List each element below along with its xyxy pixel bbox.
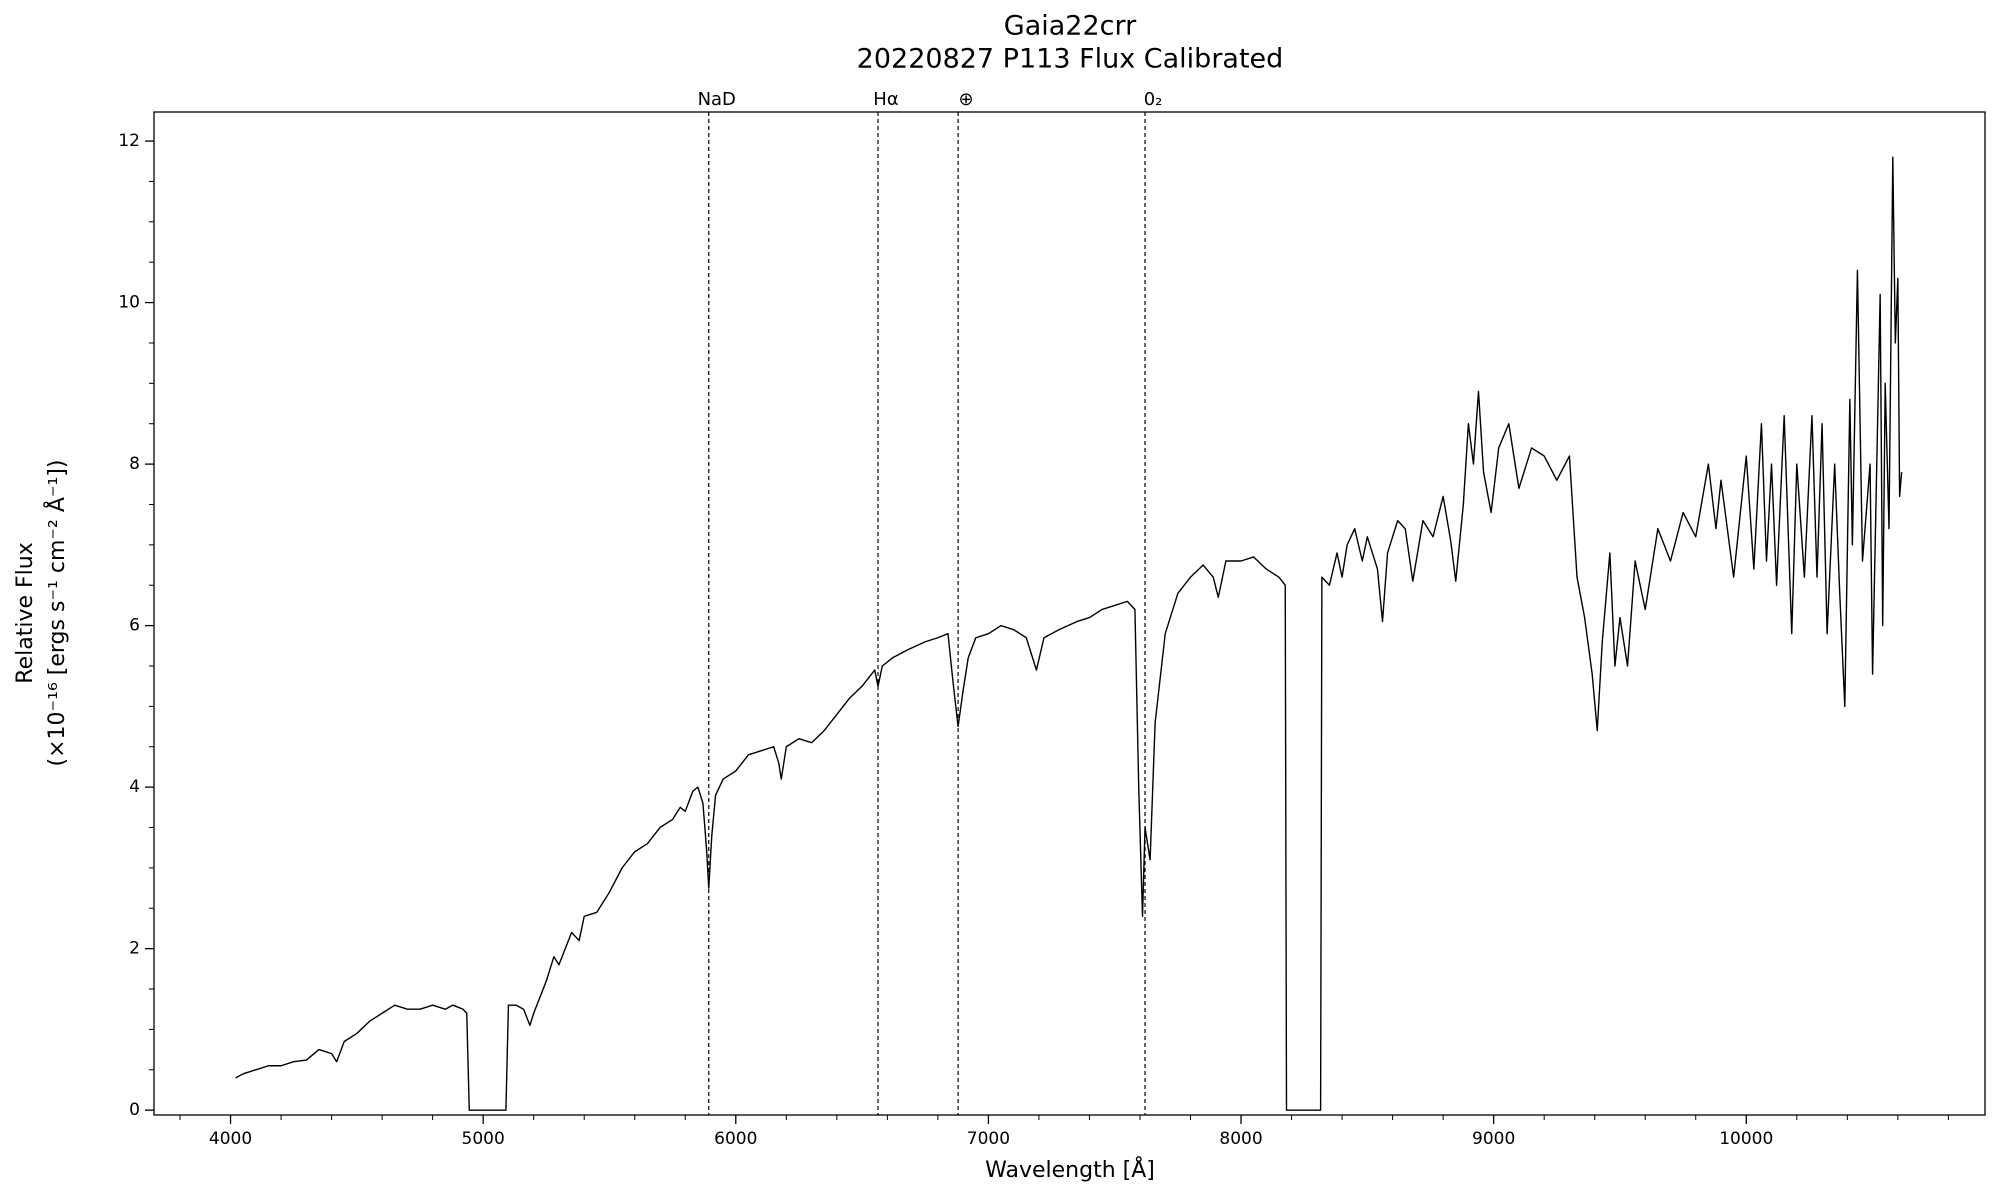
x-tick-label: 4000 — [209, 1129, 252, 1149]
reference-label: Hα — [873, 89, 898, 110]
y-tick-label: 4 — [129, 777, 140, 797]
y-tick-label: 0 — [129, 1100, 140, 1120]
chart-subtitle: 20220827 P113 Flux Calibrated — [857, 44, 1284, 75]
x-tick-label: 7000 — [967, 1129, 1010, 1149]
x-axis-label: Wavelength [Å] — [985, 1156, 1155, 1183]
x-tick-label: 6000 — [714, 1129, 757, 1149]
x-tick-label: 5000 — [462, 1129, 505, 1149]
reference-label: ⊕ — [959, 89, 974, 110]
y-tick-label: 8 — [129, 454, 140, 474]
x-tick-label: 8000 — [1219, 1129, 1262, 1149]
y-tick-label: 6 — [129, 616, 140, 636]
x-tick-label: 10000 — [1719, 1129, 1773, 1149]
reference-label: 0₂ — [1144, 89, 1163, 110]
y-axis-label: Relative Flux — [13, 542, 38, 683]
y-tick-label: 10 — [118, 293, 140, 313]
y-axis-units: (×10⁻¹⁶ [ergs s⁻¹ cm⁻² Å⁻¹]) — [43, 460, 70, 767]
y-tick-label: 2 — [129, 939, 140, 959]
y-tick-label: 12 — [118, 131, 140, 151]
plot-frame — [153, 111, 1986, 1116]
spectrum-line — [235, 156, 1903, 1111]
chart-title: Gaia22crr — [1004, 11, 1137, 42]
reference-label: NaD — [698, 89, 736, 110]
x-tick-label: 9000 — [1472, 1129, 1515, 1149]
